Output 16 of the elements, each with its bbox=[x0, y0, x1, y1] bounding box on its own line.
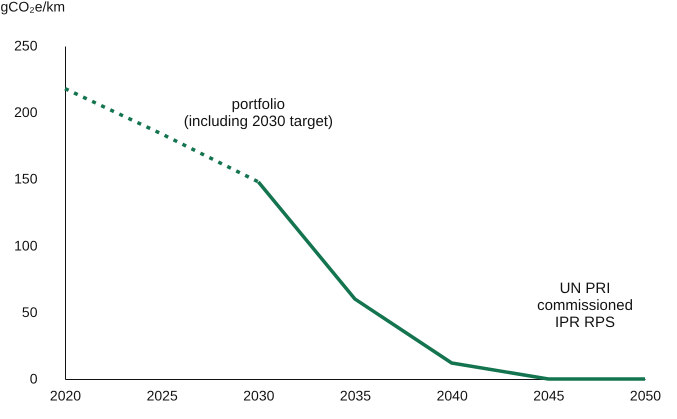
x-tick-label: 2045 bbox=[533, 388, 565, 404]
x-tick-label: 2035 bbox=[340, 388, 372, 404]
y-tick-label: 200 bbox=[14, 104, 38, 120]
x-tick-label: 2050 bbox=[630, 388, 662, 404]
y-axis-title: gCO₂e/km bbox=[0, 0, 66, 14]
y-tick-label: 50 bbox=[22, 304, 38, 320]
x-tick-label: 2025 bbox=[146, 388, 178, 404]
y-tick-label: 100 bbox=[14, 237, 38, 254]
y-tick-label: 0 bbox=[30, 370, 38, 386]
y-tick-label: 150 bbox=[14, 170, 38, 187]
annotation: UN PRI commissioned IPR RPS bbox=[537, 280, 633, 331]
x-tick-label: 2020 bbox=[50, 388, 82, 404]
x-tick-label: 2030 bbox=[243, 388, 275, 404]
x-tick-label: 2040 bbox=[436, 388, 468, 404]
y-tick-label: 250 bbox=[14, 38, 38, 54]
series-label: portfolio (including 2030 target) bbox=[184, 96, 333, 130]
